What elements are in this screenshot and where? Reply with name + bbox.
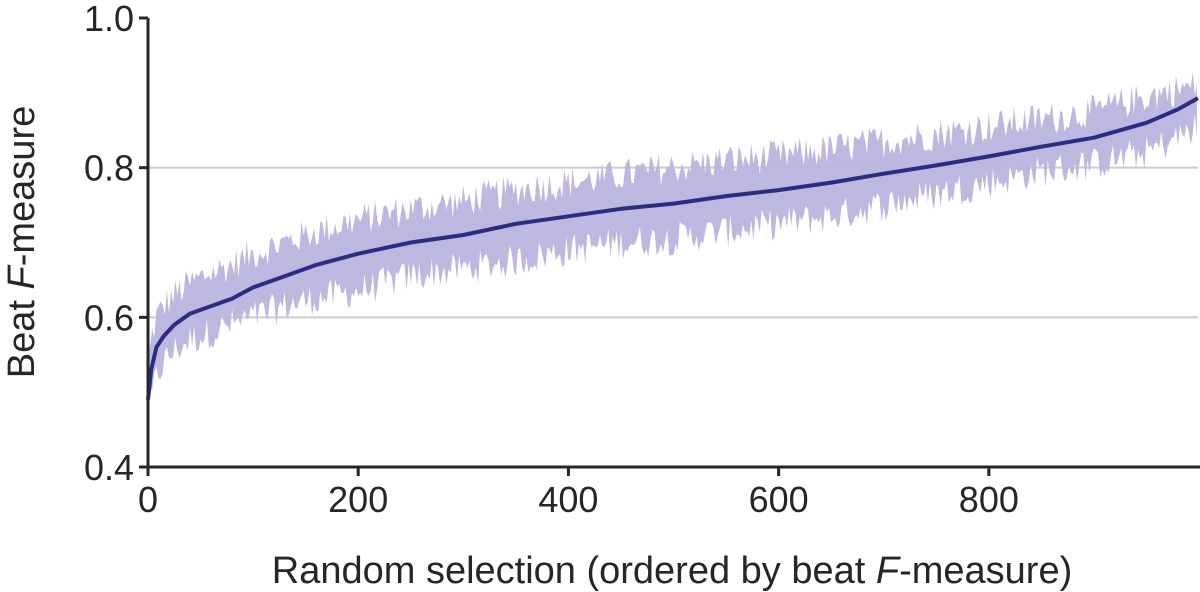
mean-line-path [146,96,1199,400]
x-tick-label-1: 200 [328,479,388,520]
x-axis-label-italic-f: F [876,550,901,592]
x-axis-label-part-3: -measure) [899,550,1072,592]
x-tick-label-0: 0 [138,479,158,520]
y-axis-label-part-1: Beat [1,289,43,378]
y-axis-label-italic-f: F [1,264,43,289]
y-tick-label-0: 0.4 [84,447,134,488]
y-axis-label: Beat F-measure [1,106,43,378]
y-axis-label-part-3: -measure [1,106,43,267]
x-tick-label-2: 400 [538,479,598,520]
mean-line [146,96,1199,400]
x-axis-label-part-1: Random selection (ordered by beat [272,550,876,592]
x-tick-label-4: 800 [959,479,1019,520]
x-axis-ticks: 0 200 400 600 800 [138,467,1019,520]
y-axis-ticks: 0.4 0.6 0.8 1.0 [84,0,148,488]
band-area [148,72,1197,429]
y-tick-label-3: 1.0 [84,0,134,39]
x-axis-label: Random selection (ordered by beat F-meas… [272,550,1073,592]
confidence-band [148,72,1197,429]
x-tick-label-3: 600 [749,479,809,520]
y-tick-label-1: 0.6 [84,297,134,338]
y-tick-label-2: 0.8 [84,148,134,189]
plot-axes [146,18,1200,469]
